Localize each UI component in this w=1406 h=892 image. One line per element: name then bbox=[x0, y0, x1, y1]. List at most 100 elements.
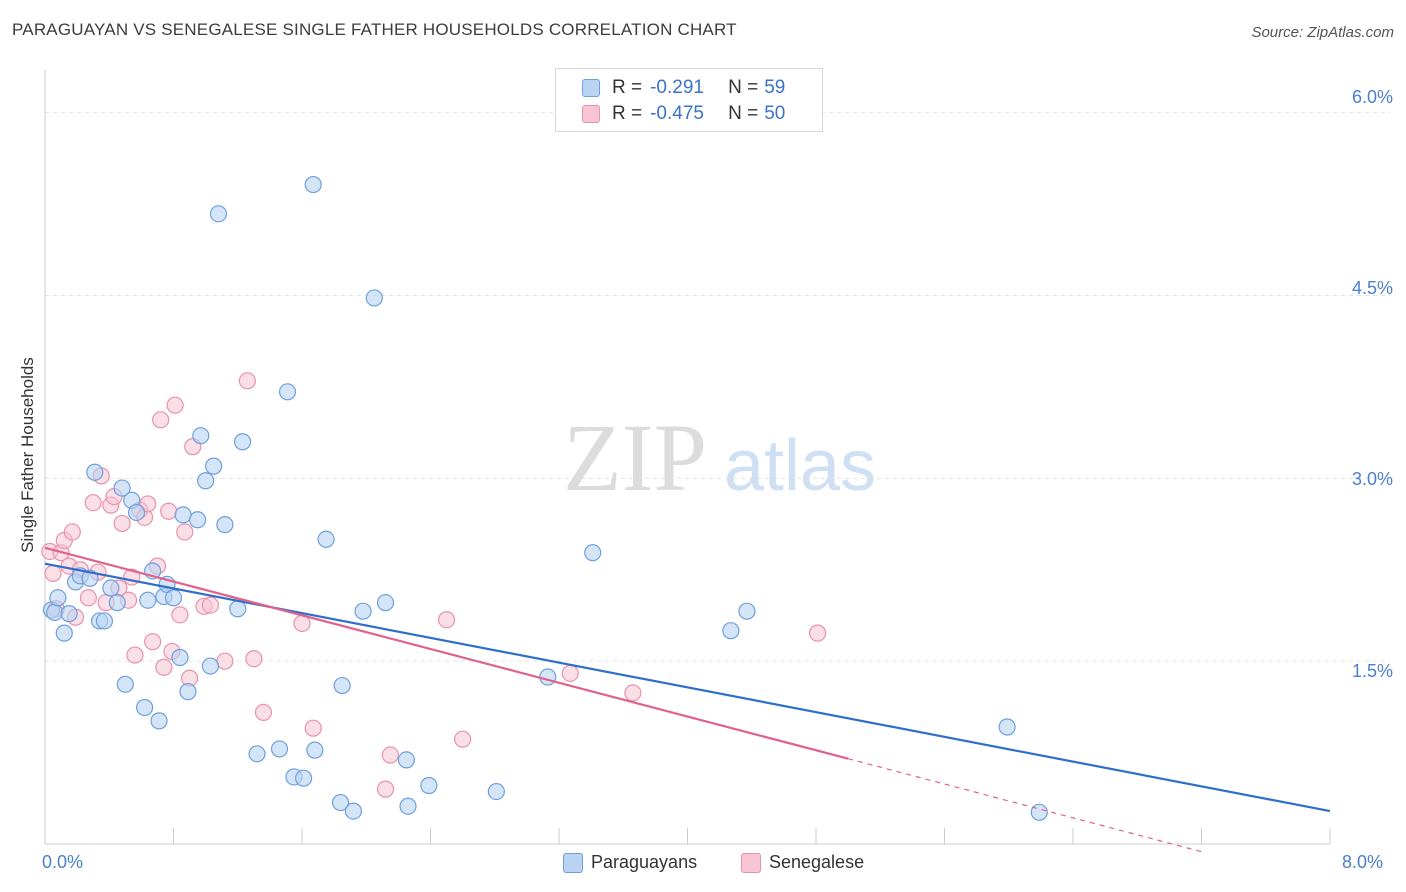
chart-title: PARAGUAYAN VS SENEGALESE SINGLE FATHER H… bbox=[12, 20, 737, 39]
paraguayan-point bbox=[354, 602, 372, 620]
senegalese-point bbox=[238, 372, 256, 390]
paraguayans-series bbox=[42, 175, 1048, 821]
watermark-atlas: atlas bbox=[724, 426, 876, 506]
legend-n-label: N = bbox=[728, 77, 759, 98]
senegalese-point bbox=[63, 523, 81, 541]
paraguayan-point bbox=[171, 648, 189, 667]
paraguayan-point bbox=[49, 589, 67, 607]
senegalese-point bbox=[454, 730, 472, 748]
bottom-legend-paraguayans: Paraguayans bbox=[563, 852, 697, 873]
x-max-label: 8.0% bbox=[1342, 852, 1384, 872]
legend-row-senegalese: R = -0.475 N = 50 bbox=[582, 102, 785, 126]
watermark-zip: ZIP bbox=[563, 404, 707, 511]
paraguayan-point bbox=[81, 569, 99, 587]
paraguayan-point bbox=[209, 205, 228, 223]
senegalese-point bbox=[561, 664, 579, 682]
paraguayan-point bbox=[397, 751, 416, 769]
senegalese-point bbox=[624, 684, 642, 702]
paraguayans-swatch bbox=[582, 79, 600, 97]
paraguayan-point bbox=[278, 383, 297, 401]
paraguayan-point bbox=[344, 802, 362, 820]
paraguayan-point bbox=[304, 175, 322, 194]
paraguayans-legend-label: Paraguayans bbox=[591, 852, 698, 872]
paraguayan-point bbox=[376, 594, 395, 612]
paraguayan-point bbox=[295, 769, 313, 787]
senegalese-point bbox=[437, 611, 456, 629]
source-label: Source: ZipAtlas.com bbox=[1251, 24, 1394, 41]
gridlines bbox=[45, 112, 1390, 662]
legend-r-label: R = bbox=[612, 77, 643, 98]
paraguayan-point bbox=[86, 463, 104, 481]
paraguayan-point bbox=[127, 503, 146, 522]
senegalese-point bbox=[166, 396, 184, 414]
y-tick-label: 6.0% bbox=[1352, 87, 1394, 107]
senegalese-point bbox=[44, 564, 62, 583]
paraguayan-point bbox=[270, 740, 289, 758]
trend-lines bbox=[44, 546, 1331, 854]
legend: R = -0.291 N = 59 R = -0.475 N = 50 bbox=[555, 68, 823, 132]
senegalese-point bbox=[245, 650, 263, 668]
paraguayan-point bbox=[46, 603, 64, 622]
paraguayan-point bbox=[135, 698, 154, 717]
paraguayan-point bbox=[150, 712, 168, 730]
senegalese-point bbox=[176, 523, 194, 541]
paraguayan-point bbox=[55, 624, 73, 642]
paraguayan-point bbox=[738, 602, 756, 620]
senegalese-swatch bbox=[582, 105, 600, 123]
legend-n-label: N = bbox=[728, 103, 759, 124]
paraguayan-point bbox=[113, 479, 131, 497]
senegalese-point bbox=[376, 780, 395, 798]
senegalese-point bbox=[809, 624, 827, 642]
paraguayans-trend-line bbox=[44, 562, 1331, 813]
paraguayan-point bbox=[139, 591, 157, 609]
y-tick-label: 1.5% bbox=[1352, 661, 1394, 681]
legend-n-value: 50 bbox=[764, 103, 786, 124]
paraguayan-point bbox=[229, 600, 247, 618]
paraguayan-point bbox=[233, 433, 252, 451]
y-tick-label: 4.5% bbox=[1352, 278, 1394, 298]
paraguayan-point bbox=[998, 718, 1016, 736]
legend-row-paraguayans: R = -0.291 N = 59 bbox=[582, 76, 785, 100]
paraguayan-point bbox=[197, 472, 215, 490]
paraguayan-point bbox=[188, 511, 207, 529]
paraguayan-point bbox=[179, 683, 197, 701]
senegalese-point bbox=[216, 652, 234, 670]
senegalese-point bbox=[160, 502, 178, 520]
x-min-label: 0.0% bbox=[42, 852, 84, 872]
senegalese-point bbox=[381, 746, 399, 764]
y-axis-title: Single Father Households bbox=[18, 357, 37, 553]
paraguayan-point bbox=[164, 589, 183, 607]
senegalese-point bbox=[144, 633, 162, 651]
legend-r-value: -0.291 bbox=[650, 77, 704, 98]
paraguayan-point bbox=[201, 657, 220, 675]
paraguayan-point bbox=[487, 782, 505, 801]
senegalese-point bbox=[126, 646, 144, 664]
paraguayan-point bbox=[365, 289, 383, 307]
legend-r-value: -0.475 bbox=[650, 103, 704, 124]
senegalese-trend-extension bbox=[847, 758, 1205, 854]
bottom-legend-senegalese: Senegalese bbox=[741, 852, 864, 873]
paraguayan-point bbox=[95, 612, 114, 630]
paraguayan-point bbox=[174, 506, 192, 524]
legend-r-label: R = bbox=[612, 103, 643, 124]
paraguayan-point bbox=[102, 579, 120, 597]
paraguayan-point bbox=[420, 776, 438, 795]
senegalese-point bbox=[201, 596, 220, 614]
paraguayan-point bbox=[108, 594, 126, 612]
paraguayan-point bbox=[539, 668, 557, 686]
senegalese-point bbox=[254, 703, 273, 721]
watermark: ZIP atlas bbox=[563, 404, 876, 511]
paraguayan-point bbox=[216, 516, 234, 534]
paraguayan-point bbox=[306, 741, 324, 759]
legend-n-value: 59 bbox=[764, 77, 786, 98]
senegalese-point bbox=[84, 494, 102, 512]
paraguayan-point bbox=[1030, 803, 1048, 821]
senegalese-point bbox=[304, 719, 322, 737]
paraguayan-point bbox=[722, 622, 740, 640]
paraguayan-point bbox=[317, 530, 335, 548]
paraguayans-legend-swatch bbox=[563, 852, 583, 873]
paraguayan-point bbox=[205, 457, 223, 475]
y-tick-label: 3.0% bbox=[1352, 469, 1394, 489]
senegalese-point bbox=[79, 589, 97, 607]
